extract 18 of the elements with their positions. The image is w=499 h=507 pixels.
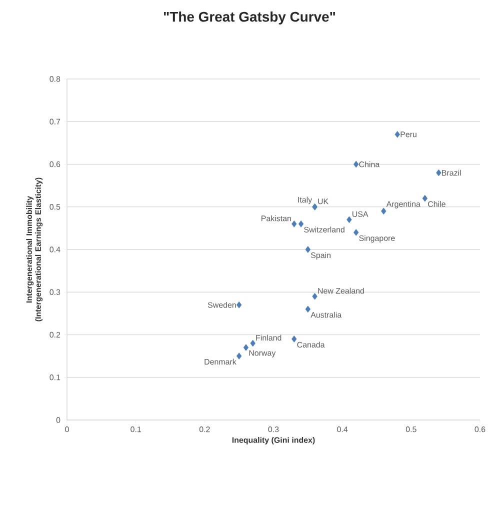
point [305, 306, 311, 313]
point [436, 169, 442, 176]
point [250, 340, 256, 347]
point [292, 220, 297, 228]
point [236, 352, 242, 360]
point [346, 216, 352, 224]
point [243, 344, 249, 351]
point [236, 302, 242, 308]
point [422, 194, 428, 202]
point [353, 229, 359, 236]
point [353, 160, 359, 168]
point [381, 208, 386, 215]
point [305, 246, 311, 253]
point [292, 336, 297, 342]
point [298, 220, 304, 228]
point [312, 292, 318, 300]
point [394, 131, 400, 138]
chart-title: "The Great Gatsby Curve" [164, 11, 336, 24]
